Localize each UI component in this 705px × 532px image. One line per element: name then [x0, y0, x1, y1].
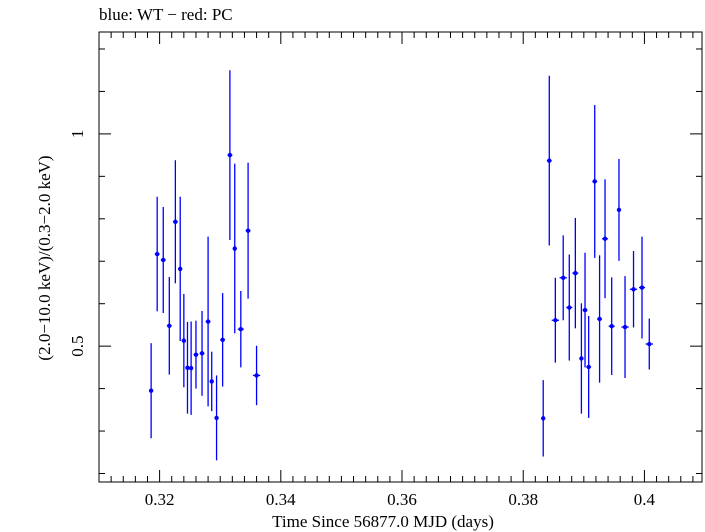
ticks: 0.32 0.34 0.36 0.38 0.4 0.5 1 — [68, 32, 702, 509]
data-point — [167, 323, 172, 328]
data-point — [161, 257, 166, 263]
data-point — [193, 352, 199, 357]
data-point — [561, 275, 566, 281]
x-tick-label: 0.32 — [145, 490, 175, 509]
x-tick-label: 0.34 — [266, 490, 296, 509]
data-point — [553, 318, 558, 323]
x-axis-label: Time Since 56877.0 MJD (days) — [272, 512, 494, 531]
data-point — [647, 341, 652, 347]
x-tick-label: 0.36 — [387, 490, 417, 509]
data-point — [541, 416, 546, 421]
data-point — [609, 323, 614, 329]
data-point — [592, 179, 597, 184]
data-point — [586, 364, 591, 370]
x-tick-label: 0.38 — [508, 490, 538, 509]
data-point — [220, 337, 225, 342]
y-tick-label: 0.5 — [68, 336, 87, 357]
data-point — [173, 219, 178, 224]
data-point — [232, 246, 237, 251]
data-point — [602, 236, 608, 241]
data-point — [579, 356, 584, 361]
x-tick-label: 0.4 — [634, 490, 656, 509]
data-point — [547, 158, 552, 163]
data-point — [245, 228, 251, 233]
data-point — [227, 152, 233, 158]
data-point — [573, 270, 578, 276]
data-point — [185, 365, 190, 371]
data-point — [209, 379, 214, 384]
y-tick-label: 1 — [68, 130, 87, 139]
data-point — [148, 388, 154, 393]
data-point — [616, 207, 622, 213]
data-point — [188, 366, 194, 371]
chart-title: blue: WT − red: PC — [99, 5, 233, 24]
data-point — [622, 324, 628, 330]
data-point — [214, 415, 219, 421]
data-point — [631, 287, 636, 292]
data-point — [567, 305, 572, 310]
data-point — [597, 316, 602, 322]
data-point — [181, 338, 187, 343]
data-point — [178, 266, 183, 272]
data-point — [238, 326, 244, 332]
data-points — [148, 152, 652, 421]
data-point — [639, 285, 645, 290]
data-point — [582, 307, 588, 313]
data-point — [154, 251, 160, 257]
data-point — [199, 351, 205, 356]
axes — [98, 31, 703, 483]
y-axis-label: (2.0−10.0 keV)/(0.3−2.0 keV) — [35, 155, 54, 360]
plot-frame — [98, 31, 703, 483]
data-point — [254, 373, 259, 378]
data-point — [205, 319, 211, 324]
